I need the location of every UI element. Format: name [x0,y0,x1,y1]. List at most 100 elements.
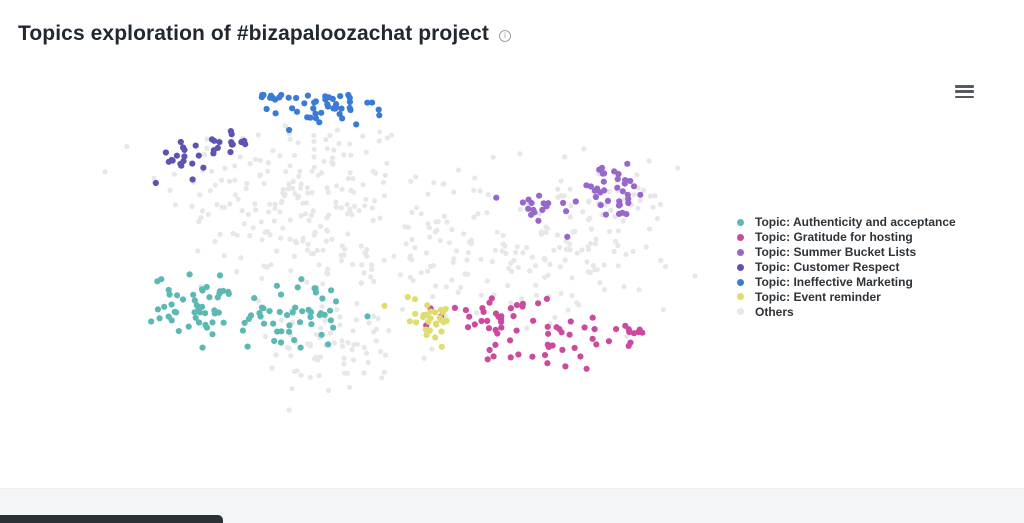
data-point[interactable] [621,196,627,202]
data-point[interactable] [311,146,317,152]
data-point[interactable] [255,132,261,138]
data-point[interactable] [519,199,527,206]
data-point[interactable] [492,247,498,253]
data-point[interactable] [599,170,606,177]
data-point[interactable] [286,407,292,413]
data-point[interactable] [319,304,325,310]
data-point[interactable] [272,201,278,207]
data-point[interactable] [334,127,341,133]
data-point[interactable] [614,175,621,183]
data-point[interactable] [425,191,431,197]
data-point[interactable] [317,310,324,317]
data-point[interactable] [455,289,461,295]
data-point[interactable] [524,325,530,331]
data-point[interactable] [325,189,331,195]
data-point[interactable] [247,312,255,319]
data-point[interactable] [168,301,175,308]
data-point[interactable] [174,292,181,299]
legend-item-topic-event-reminder[interactable]: Topic: Event reminder [737,289,956,304]
data-point[interactable] [298,372,304,378]
data-point[interactable] [195,152,202,159]
data-point[interactable] [301,100,308,107]
data-point[interactable] [444,219,450,225]
data-point[interactable] [349,347,355,353]
data-point[interactable] [347,170,353,176]
data-point[interactable] [304,185,311,191]
data-point[interactable] [384,135,390,141]
data-point[interactable] [361,370,367,376]
data-point[interactable] [382,352,389,358]
data-point[interactable] [432,283,438,289]
hamburger-menu-icon[interactable] [955,85,974,99]
data-point[interactable] [429,346,435,352]
data-point[interactable] [631,192,637,198]
data-point[interactable] [181,153,188,160]
data-point[interactable] [327,330,333,336]
data-point[interactable] [348,152,354,158]
data-point[interactable] [318,223,324,229]
data-point[interactable] [555,186,561,192]
data-point[interactable] [324,103,332,110]
data-point[interactable] [543,295,551,302]
data-point[interactable] [175,328,182,335]
data-point[interactable] [432,334,439,341]
data-point[interactable] [247,233,253,239]
data-point[interactable] [400,306,406,312]
data-point[interactable] [577,353,584,360]
data-point[interactable] [566,331,573,338]
data-point[interactable] [300,235,306,241]
data-point[interactable] [606,228,613,235]
data-point[interactable] [333,204,339,210]
data-point[interactable] [527,268,533,274]
data-point[interactable] [472,175,478,181]
data-point[interactable] [169,157,176,164]
data-point[interactable] [532,263,539,269]
data-point[interactable] [227,201,233,207]
data-point[interactable] [304,279,310,285]
data-point[interactable] [167,187,173,193]
data-point[interactable] [646,226,653,232]
data-point[interactable] [381,302,388,309]
data-point[interactable] [377,215,383,221]
data-point[interactable] [259,237,265,243]
data-point[interactable] [210,147,217,154]
data-point[interactable] [520,250,526,256]
data-point[interactable] [307,374,313,380]
data-point[interactable] [330,324,337,331]
data-point[interactable] [165,286,172,294]
data-point[interactable] [290,178,296,185]
data-point[interactable] [432,309,439,316]
data-point[interactable] [427,263,434,269]
data-point[interactable] [353,121,360,128]
data-point[interactable] [330,161,336,167]
data-point[interactable] [323,238,329,244]
data-point[interactable] [328,287,335,294]
data-point[interactable] [525,205,532,212]
data-point[interactable] [234,232,240,238]
data-point[interactable] [423,331,430,339]
data-point[interactable] [507,337,514,344]
data-point[interactable] [185,323,192,330]
data-point[interactable] [471,321,478,328]
data-point[interactable] [490,353,497,360]
data-point[interactable] [308,251,315,257]
data-point[interactable] [278,235,284,241]
data-point[interactable] [421,355,427,361]
data-point[interactable] [311,138,317,145]
data-point[interactable] [323,227,330,233]
data-point[interactable] [209,319,216,326]
data-point[interactable] [529,254,536,260]
data-point[interactable] [379,375,385,381]
data-point[interactable] [297,168,303,174]
data-point[interactable] [199,344,206,351]
data-point[interactable] [591,187,599,194]
data-point[interactable] [341,355,347,361]
data-point[interactable] [514,244,520,250]
data-point[interactable] [530,317,537,324]
data-point[interactable] [191,297,198,304]
data-point[interactable] [579,247,585,253]
data-point[interactable] [621,180,628,187]
data-point[interactable] [337,93,344,100]
data-point[interactable] [531,209,538,216]
data-point[interactable] [515,351,522,358]
